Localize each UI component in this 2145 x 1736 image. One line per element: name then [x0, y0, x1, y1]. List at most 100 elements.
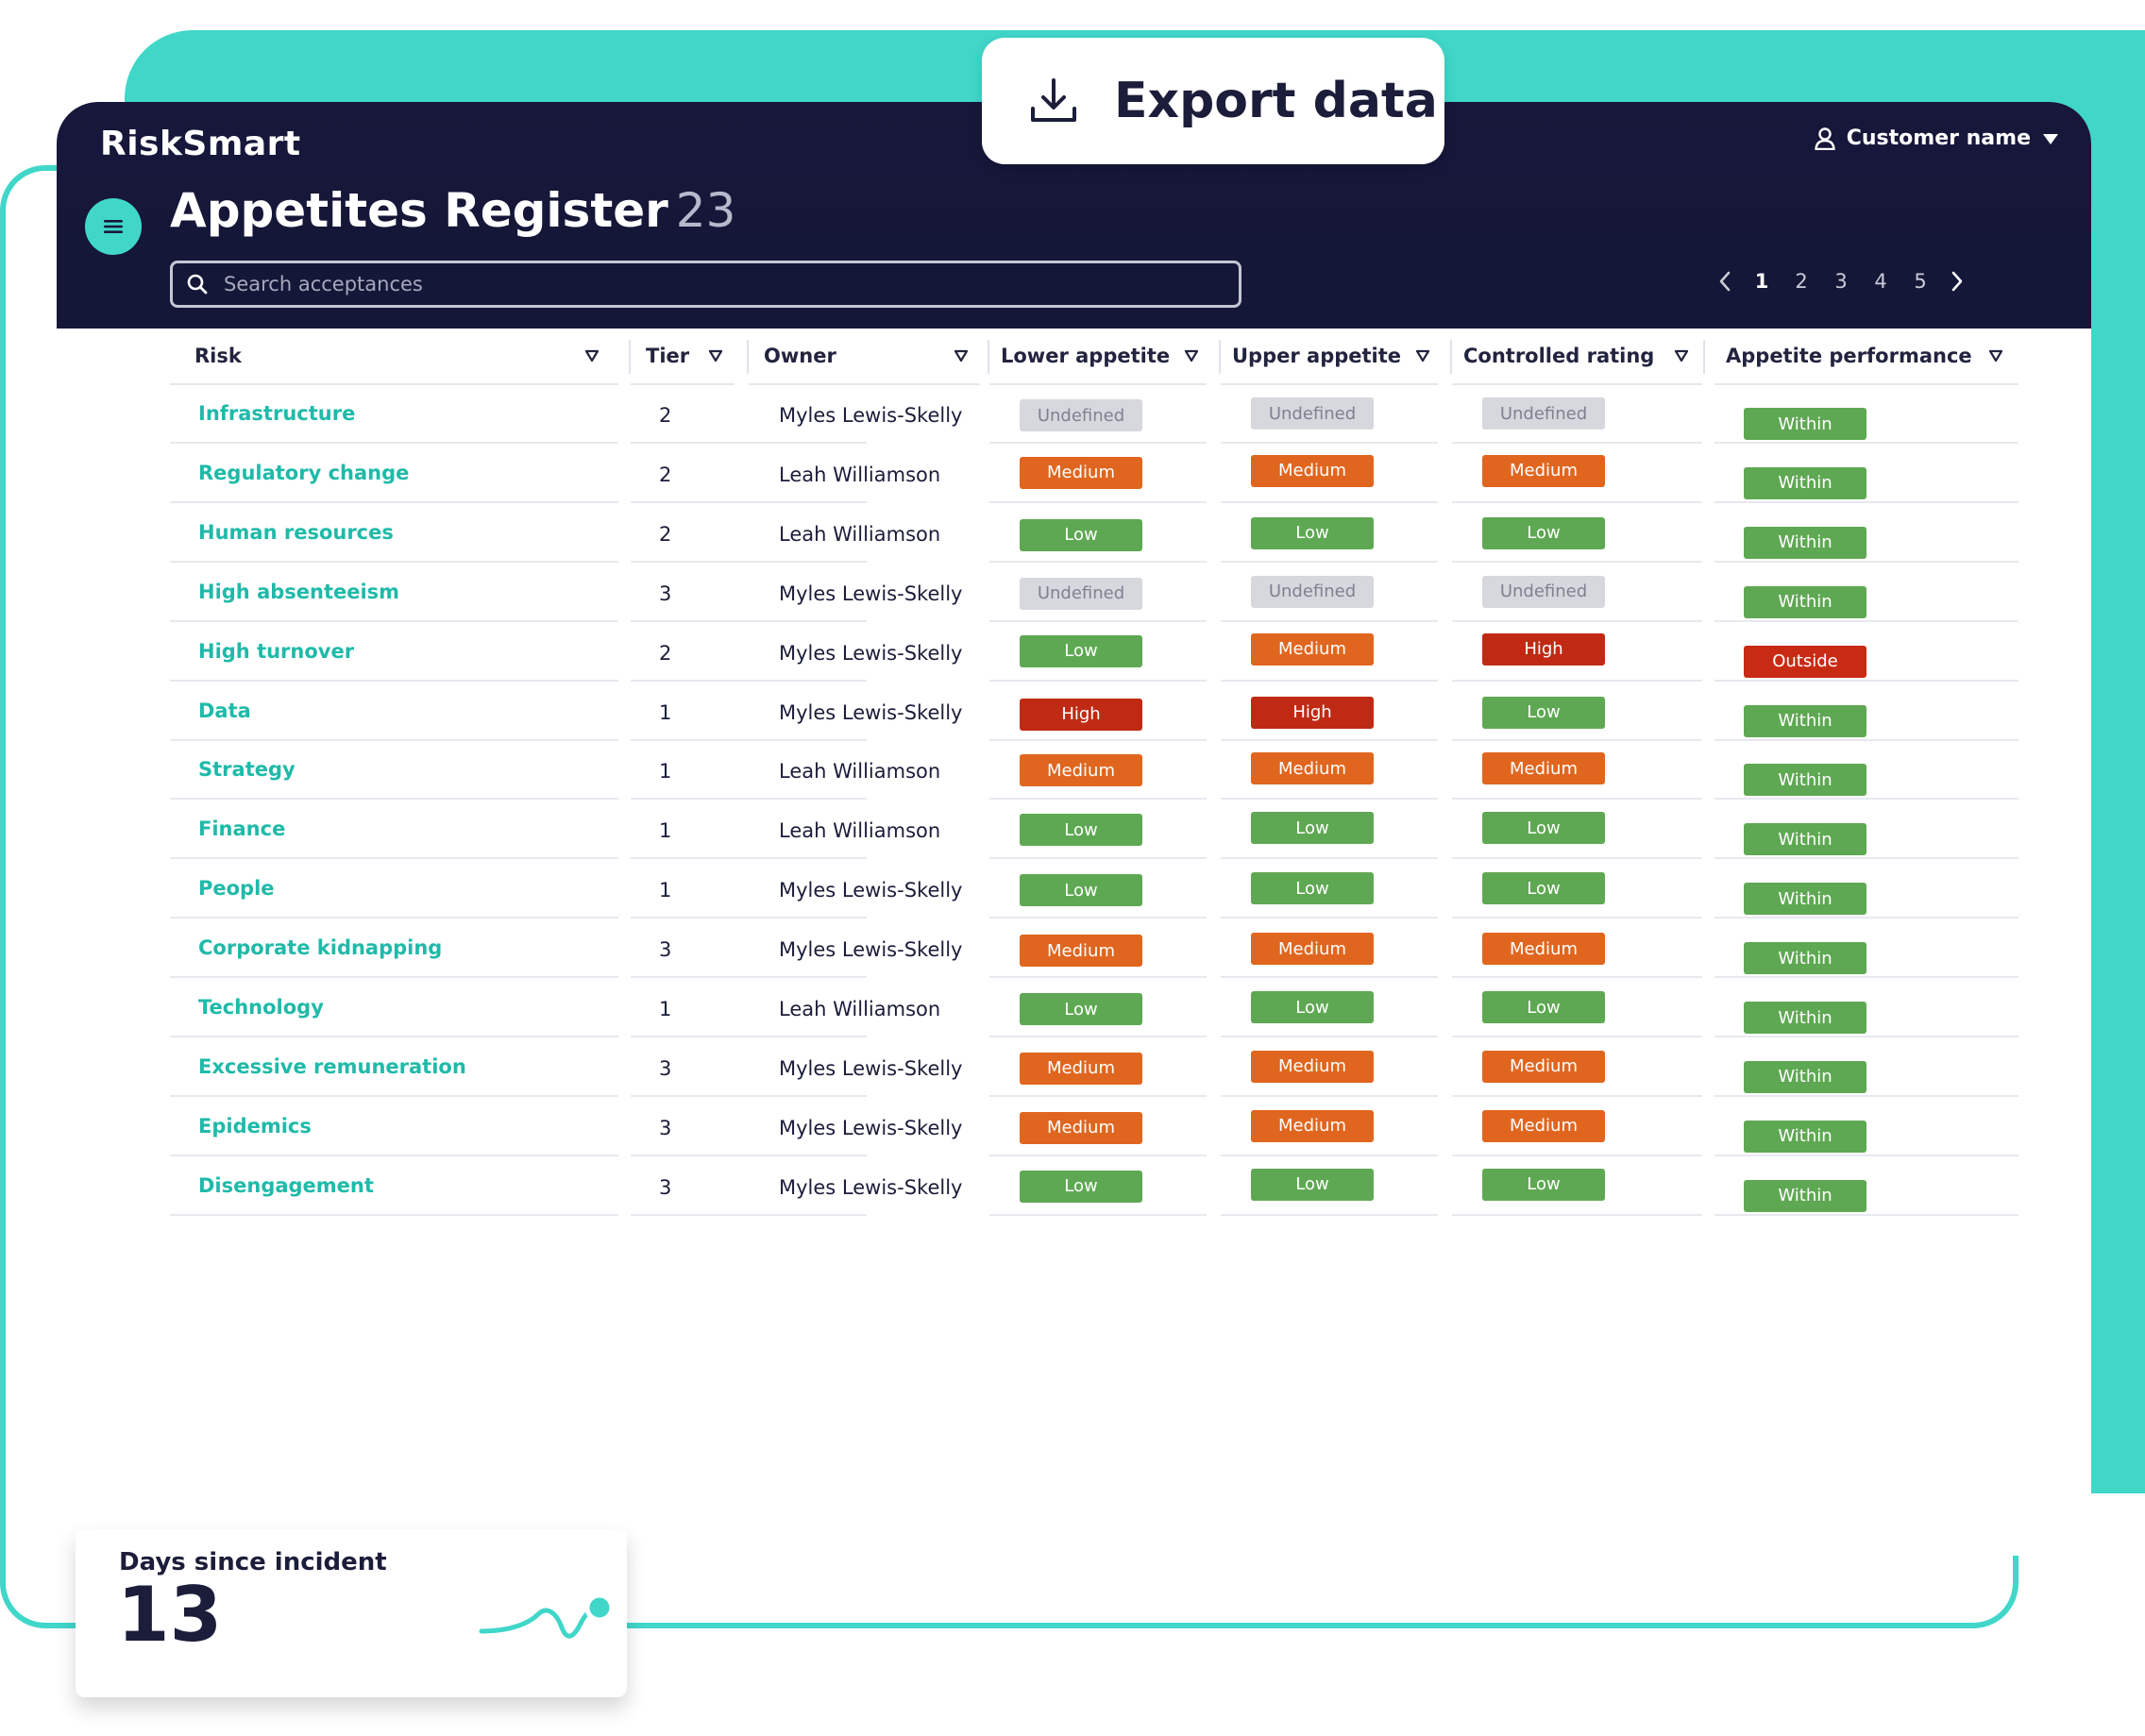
- row-divider: [1221, 560, 1438, 563]
- row-divider: [631, 1036, 867, 1037]
- filter-icon[interactable]: [1988, 349, 2003, 362]
- app-logo: RiskSmart: [100, 125, 301, 163]
- search-box[interactable]: [170, 261, 1241, 308]
- row-divider: [631, 679, 867, 682]
- owner-cell: Leah Williamson: [779, 760, 941, 784]
- row-divider: [1221, 1213, 1438, 1216]
- risk-link[interactable]: Excessive remuneration: [198, 1054, 466, 1078]
- row-divider: [1221, 1154, 1438, 1156]
- row-divider: [1452, 738, 1702, 741]
- lower-appetite-badge: High: [1020, 698, 1142, 731]
- risk-link[interactable]: Infrastructure: [198, 402, 356, 425]
- tier-cell: 2: [659, 404, 672, 427]
- tier-cell: 1: [659, 819, 672, 843]
- controlled-rating-badge: Low: [1482, 991, 1605, 1023]
- search-input[interactable]: [222, 272, 1217, 296]
- row-divider: [170, 442, 618, 444]
- lower-appetite-badge: Undefined: [1020, 399, 1142, 431]
- upper-appetite-badge: Low: [1251, 872, 1374, 905]
- tier-cell: 2: [659, 641, 672, 665]
- filter-icon[interactable]: [708, 349, 723, 362]
- tier-cell: 1: [659, 998, 672, 1020]
- filter-icon[interactable]: [1674, 349, 1689, 362]
- sparkline-icon: [479, 1593, 615, 1639]
- row-divider: [631, 1094, 867, 1097]
- row-divider: [170, 738, 618, 741]
- filter-icon[interactable]: [954, 349, 969, 362]
- risk-link[interactable]: Strategy: [198, 758, 296, 782]
- column-header-risk[interactable]: Risk: [170, 329, 618, 385]
- page-title: Appetites Register 23: [170, 183, 735, 238]
- controlled-rating-badge: Medium: [1482, 1109, 1605, 1142]
- controlled-rating-badge: Medium: [1482, 933, 1605, 966]
- appetite-performance-badge: Within: [1744, 1179, 1866, 1212]
- tier-cell: 3: [659, 1175, 672, 1199]
- risk-link[interactable]: Technology: [198, 996, 324, 1019]
- column-header-label: Risk: [194, 345, 242, 367]
- column-header-controlled[interactable]: Controlled rating: [1452, 329, 1702, 385]
- filter-icon[interactable]: [1184, 349, 1199, 362]
- tier-cell: 2: [659, 463, 672, 486]
- column-header-lower[interactable]: Lower appetite: [989, 329, 1207, 385]
- appetite-performance-badge: Within: [1744, 883, 1866, 916]
- owner-cell: Myles Lewis-Skelly: [779, 879, 963, 902]
- upper-appetite-badge: Low: [1251, 812, 1374, 845]
- page-2-button[interactable]: 2: [1795, 270, 1808, 293]
- user-name: Customer name: [1846, 126, 2031, 150]
- column-header-upper[interactable]: Upper appetite: [1221, 329, 1438, 385]
- page-4-button[interactable]: 4: [1874, 270, 1887, 293]
- page-1-button[interactable]: 1: [1754, 270, 1769, 293]
- risk-link[interactable]: High absenteeism: [198, 580, 400, 603]
- row-divider: [1452, 500, 1702, 503]
- row-divider: [631, 560, 867, 563]
- row-divider: [170, 500, 618, 503]
- column-separator: [1703, 340, 1705, 374]
- menu-button[interactable]: [85, 198, 142, 255]
- row-divider: [1714, 1213, 2018, 1216]
- chevron-right-icon: [1951, 271, 1963, 292]
- column-header-owner[interactable]: Owner: [749, 329, 980, 385]
- row-divider: [170, 679, 618, 682]
- prev-page-button[interactable]: [1718, 270, 1731, 293]
- filter-icon[interactable]: [1415, 349, 1430, 362]
- risk-link[interactable]: Data: [198, 699, 251, 722]
- risk-link[interactable]: Epidemics: [198, 1114, 312, 1138]
- row-divider: [631, 500, 867, 503]
- row-divider: [1221, 976, 1438, 979]
- row-divider: [1452, 1154, 1702, 1156]
- row-divider: [989, 1154, 1207, 1156]
- lower-appetite-badge: Undefined: [1020, 577, 1142, 610]
- search-icon: [187, 274, 208, 295]
- row-divider: [989, 738, 1207, 741]
- risk-link[interactable]: Regulatory change: [198, 461, 410, 484]
- page-3-button[interactable]: 3: [1834, 270, 1848, 293]
- row-divider: [1452, 679, 1702, 682]
- export-data-button[interactable]: Export data: [982, 38, 1444, 164]
- risk-link[interactable]: Disengagement: [198, 1173, 374, 1197]
- next-page-button[interactable]: [1951, 270, 1964, 293]
- tier-cell: 1: [659, 879, 672, 902]
- column-separator: [747, 340, 749, 374]
- risk-link[interactable]: High turnover: [198, 639, 355, 663]
- risk-link[interactable]: People: [198, 877, 275, 901]
- page-5-button[interactable]: 5: [1914, 270, 1927, 293]
- owner-cell: Myles Lewis-Skelly: [779, 581, 963, 605]
- risk-link[interactable]: Finance: [198, 817, 286, 841]
- column-header-performance[interactable]: Appetite performance: [1714, 329, 2018, 385]
- filter-icon[interactable]: [584, 349, 600, 362]
- column-header-tier[interactable]: Tier: [631, 329, 735, 385]
- row-divider: [1452, 560, 1702, 563]
- risk-link[interactable]: Corporate kidnapping: [198, 936, 443, 960]
- row-divider: [989, 917, 1207, 919]
- row-divider: [989, 500, 1207, 503]
- row-divider: [1221, 1094, 1438, 1097]
- lower-appetite-badge: Low: [1020, 993, 1142, 1025]
- lower-appetite-badge: Low: [1020, 874, 1142, 907]
- user-menu[interactable]: Customer name: [1815, 126, 2059, 150]
- row-divider: [1221, 500, 1438, 503]
- appetite-performance-badge: Within: [1744, 764, 1866, 797]
- row-divider: [989, 442, 1207, 444]
- row-divider: [1714, 857, 2018, 860]
- row-divider: [1452, 976, 1702, 979]
- risk-link[interactable]: Human resources: [198, 520, 394, 544]
